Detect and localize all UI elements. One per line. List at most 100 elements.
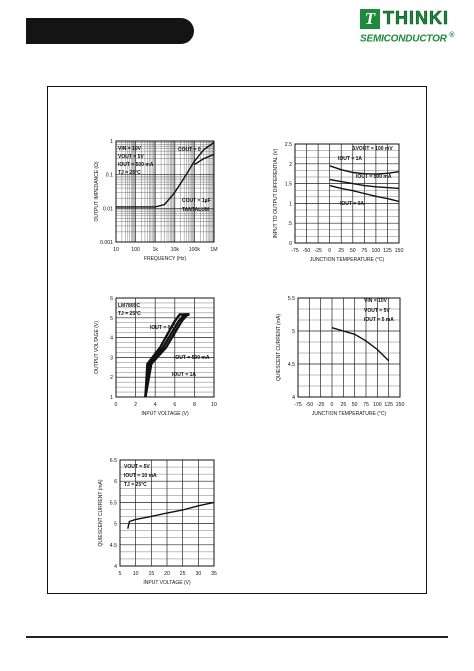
c5-annotation: IOUT = 10 mA [124, 473, 157, 479]
logo-subtitle: SEMICONDUCTOR ® [360, 32, 454, 44]
c2-x-tick-label: 50 [350, 248, 356, 254]
c5-y-tick-label: 4.5 [110, 543, 117, 549]
c4-x-tick-label: 150 [396, 402, 405, 408]
company-logo: T THINKI SEMICONDUCTOR ® [360, 8, 466, 46]
header-bar [26, 18, 194, 44]
c3-series-line-0 [144, 313, 190, 398]
c3-x-tick-label: 0 [115, 402, 118, 408]
c2-x-tick-label: -75 [291, 248, 299, 254]
c2-x-tick-label: -50 [303, 248, 311, 254]
c5-x-tick-label: 20 [164, 571, 170, 577]
c3-y-tick-label: 4 [110, 336, 113, 342]
c1-annotation: TJ = 25°C [118, 170, 141, 176]
c2-x-tick-label: 0 [328, 248, 331, 254]
c3-annotation: LM7805C [118, 303, 140, 309]
c2-y-tick-label: 2.5 [285, 142, 292, 148]
c2-x-tick-label: 75 [361, 248, 367, 254]
c4-x-tick-label: -25 [317, 402, 325, 408]
c2-plot-border [294, 143, 400, 244]
c3-x-axis-label: INPUT VOLTAGE (V) [141, 411, 189, 417]
footer-rule [26, 636, 448, 638]
logo-mark-icon: T [360, 8, 380, 29]
c2-x-tick-label: 125 [383, 248, 392, 254]
c3-x-tick-label: 2 [134, 402, 137, 408]
c4-x-tick-label: 25 [340, 402, 346, 408]
c1-annotation: VOUT = 5V [118, 154, 144, 160]
c1-plot-border [115, 140, 215, 243]
c4-y-tick-label: 5 [292, 329, 295, 335]
c4-plot-border [297, 297, 401, 398]
c1-x-axis-label: FREQUENCY (Hz) [144, 256, 186, 262]
c4-y-axis-label: QUIESCENT CURRENT (mA) [276, 314, 282, 381]
c3-annotation: IOUT = 500 mA [174, 355, 210, 361]
c3-y-tick-label: 5 [110, 316, 113, 322]
c4-x-axis-label: JUNCTION TEMPERATURE (°C) [312, 411, 387, 417]
logo-subtitle-text: SEMICONDUCTOR [360, 33, 447, 45]
c4-x-tick-label: -50 [306, 402, 314, 408]
c2-x-axis-label: JUNCTION TEMPERATURE (°C) [310, 257, 385, 263]
c2-series-line-1 [329, 178, 400, 190]
c2-annotation: IOUT = 1A [338, 156, 362, 162]
c2-y-axis-label: INPUT TO OUTPUT DIFFERENTIAL (V) [273, 148, 279, 238]
c1-annotation: TANTALUM [182, 207, 209, 213]
c2-y-tick-label: 0 [289, 241, 292, 247]
c5-y-tick-label: 6 [114, 479, 117, 485]
c5-y-tick-label: 5.5 [110, 500, 117, 506]
c3-series-line-1 [144, 313, 190, 398]
c1-annotation: COUT = 0 [178, 147, 201, 153]
c4-annotation: VIN = 10V [364, 298, 388, 304]
c3-y-tick-label: 3 [110, 355, 113, 361]
c4-y-tick-label: 4 [292, 395, 295, 401]
c1-series-line-0 [116, 141, 215, 208]
c1-x-tick-label: 100 [131, 247, 140, 253]
c5-y-tick-label: 4 [114, 564, 117, 570]
c4-x-tick-label: 75 [363, 402, 369, 408]
c4-x-tick-label: 0 [331, 402, 334, 408]
c2-x-tick-label: 25 [338, 248, 344, 254]
c5-plot-border [119, 459, 215, 567]
c3-x-tick-label: 4 [154, 402, 157, 408]
c2-annotation: IOUT = 500 mA [356, 174, 392, 180]
c1-y-tick-label: 0.001 [100, 240, 113, 246]
c1-y-tick-label: 0.01 [103, 206, 113, 212]
c4-annotation: IOUT = 5 mA [364, 317, 394, 323]
registered-mark: ® [449, 32, 455, 39]
c5-x-tick-label: 15 [148, 571, 154, 577]
c5-series-line-0 [127, 501, 215, 529]
c3-y-axis-label: OUTPUT VOLTAGE (V) [94, 321, 100, 374]
c4-x-tick-label: 50 [352, 402, 358, 408]
c1-annotation: VIN = 10V [118, 146, 142, 152]
c5-annotation: TJ = 25°C [124, 482, 147, 488]
c5-x-tick-label: 10 [133, 571, 139, 577]
c3-plot-border [115, 297, 215, 398]
c4-series-line-0 [331, 327, 390, 362]
c3-series-line-2 [144, 313, 190, 398]
c5-y-tick-label: 6.5 [110, 458, 117, 464]
c2-x-tick-label: 100 [372, 248, 381, 254]
c5-y-tick-label: 5 [114, 522, 117, 528]
c1-annotation: IOUT = 500 mA [118, 162, 154, 168]
c2-y-tick-label: 2 [289, 162, 292, 168]
chart-frame [47, 86, 427, 594]
c5-x-tick-label: 5 [119, 571, 122, 577]
c2-series-line-2 [329, 184, 400, 203]
c2-y-tick-label: 1 [289, 201, 292, 207]
c1-series-line-1 [194, 153, 215, 166]
c5-annotation: VOUT = 5V [124, 464, 150, 470]
c3-x-tick-label: 6 [173, 402, 176, 408]
c4-annotation: VOUT = 5V [364, 308, 390, 314]
c2-y-tick-label: .5 [288, 221, 292, 227]
c3-y-tick-label: 1 [110, 395, 113, 401]
c1-y-tick-label: 0.1 [106, 173, 113, 179]
c4-x-tick-label: 100 [373, 402, 382, 408]
c1-x-tick-label: 10 [113, 247, 119, 253]
c3-annotation: IOUT = 0A [150, 325, 174, 331]
c5-x-tick-label: 35 [211, 571, 217, 577]
c1-y-tick-label: 1 [110, 139, 113, 145]
c5-x-axis-label: INPUT VOLTAGE (V) [143, 580, 191, 586]
c1-x-tick-label: 10k [171, 247, 180, 253]
c2-x-tick-label: 150 [395, 248, 404, 254]
c4-x-tick-label: 125 [384, 402, 393, 408]
c3-annotation: IOUT = 1A [172, 372, 196, 378]
